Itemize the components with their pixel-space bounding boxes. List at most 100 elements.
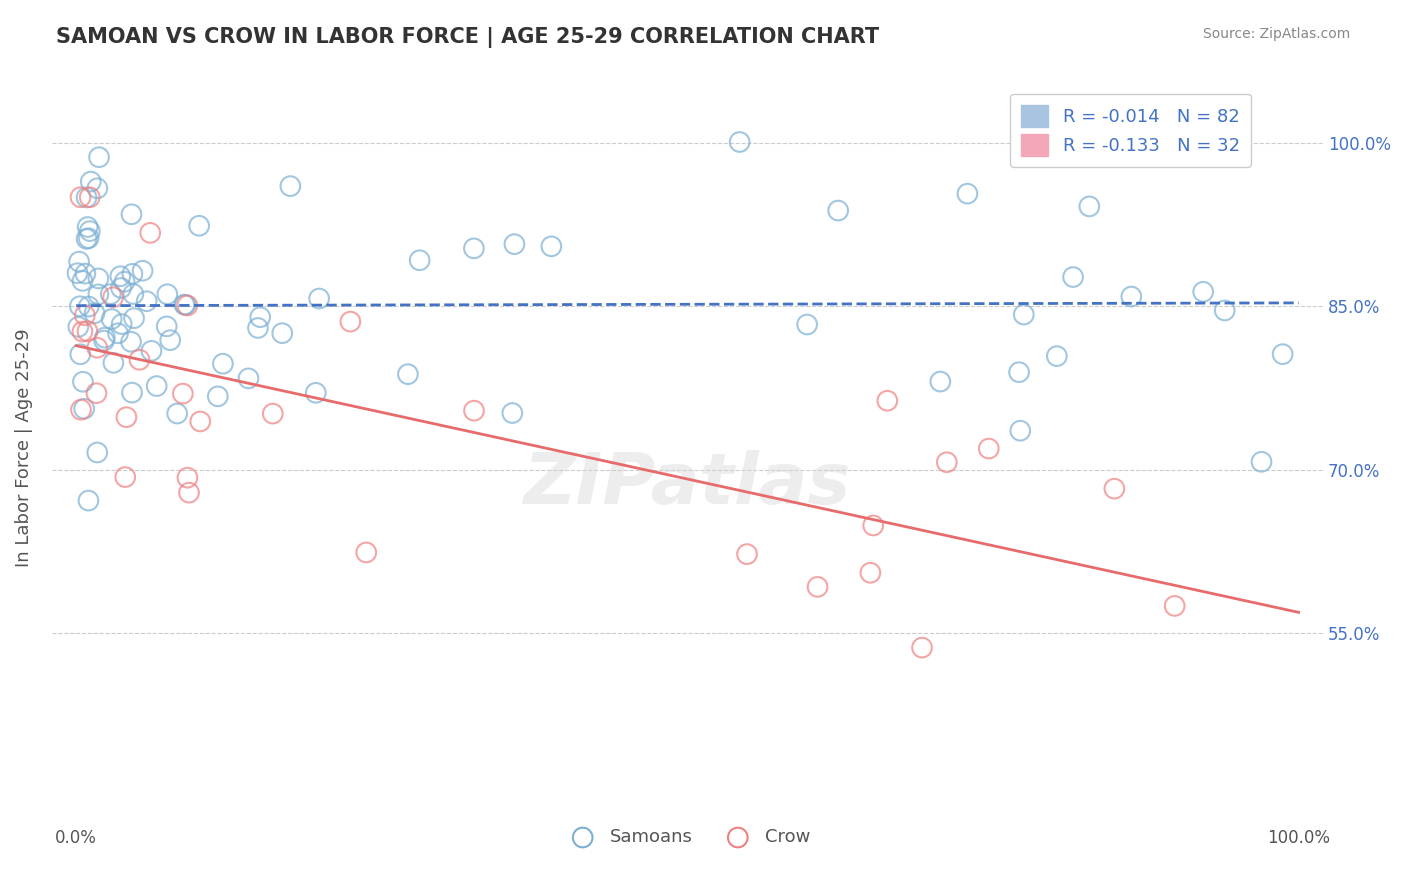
Point [1062,270,1084,285]
Point [540,239,562,253]
Point [796,318,818,332]
Point [212,357,235,371]
Point [72,375,94,389]
Point [876,393,898,408]
Point [94,330,117,344]
Point [862,518,884,533]
Point [69,190,91,204]
Point [79,190,101,204]
Point [70,402,93,417]
Point [172,386,194,401]
Point [86,445,108,459]
Point [280,179,302,194]
Point [72,274,94,288]
Point [121,207,143,221]
Point [100,312,122,326]
Point [188,219,211,233]
Point [728,135,751,149]
Point [67,254,90,268]
Point [110,281,132,295]
Point [176,298,198,312]
Point [76,190,98,204]
Point [1121,289,1143,303]
Point [101,290,124,304]
Point [1250,455,1272,469]
Point [238,371,260,385]
Point [100,287,122,301]
Point [1271,347,1294,361]
Point [87,150,110,164]
Point [141,343,163,358]
Point [114,275,136,289]
Point [408,253,430,268]
Point [262,407,284,421]
Point [86,341,108,355]
Point [69,347,91,361]
Point [121,267,143,281]
Point [735,547,758,561]
Point [76,219,98,234]
Point [120,334,142,349]
Point [77,300,100,314]
Point [305,385,328,400]
Point [80,175,103,189]
Point [1008,365,1031,379]
Point [463,241,485,255]
Point [929,375,952,389]
Point [156,319,179,334]
Point [935,455,957,469]
Point [1104,482,1126,496]
Point [354,545,377,559]
Point [76,232,98,246]
Point [463,403,485,417]
Point [1012,308,1035,322]
Point [69,299,91,313]
Text: Source: ZipAtlas.com: Source: ZipAtlas.com [1202,27,1350,41]
Point [87,287,110,301]
Point [176,471,198,485]
Point [1192,285,1215,299]
Point [73,401,96,416]
Point [396,367,419,381]
Point [177,485,200,500]
Point [503,237,526,252]
Point [122,287,145,301]
Point [114,470,136,484]
Point [111,317,134,331]
Point [83,306,105,320]
Point [87,271,110,285]
Point [977,442,1000,456]
Point [135,294,157,309]
Point [77,493,100,508]
Point [110,269,132,284]
Y-axis label: In Labor Force | Age 25-29: In Labor Force | Age 25-29 [15,328,32,567]
Point [859,566,882,580]
Point [115,410,138,425]
Point [131,264,153,278]
Point [911,640,934,655]
Point [86,181,108,195]
Point [122,311,145,326]
Point [806,580,828,594]
Point [339,315,361,329]
Point [188,414,211,428]
Point [76,324,98,338]
Point [79,224,101,238]
Point [73,308,96,322]
Point [246,321,269,335]
Point [86,386,108,401]
Text: SAMOAN VS CROW IN LABOR FORCE | AGE 25-29 CORRELATION CHART: SAMOAN VS CROW IN LABOR FORCE | AGE 25-2… [56,27,879,48]
Point [1159,120,1181,134]
Text: ZIPatlas: ZIPatlas [524,450,851,519]
Point [1163,599,1185,613]
Point [174,298,197,312]
Point [1010,424,1032,438]
Point [249,310,271,325]
Point [72,325,94,339]
Point [145,379,167,393]
Point [1078,199,1101,213]
Point [103,356,125,370]
Legend: Samoans, Crow: Samoans, Crow [557,821,817,854]
Point [207,389,229,403]
Point [156,287,179,301]
